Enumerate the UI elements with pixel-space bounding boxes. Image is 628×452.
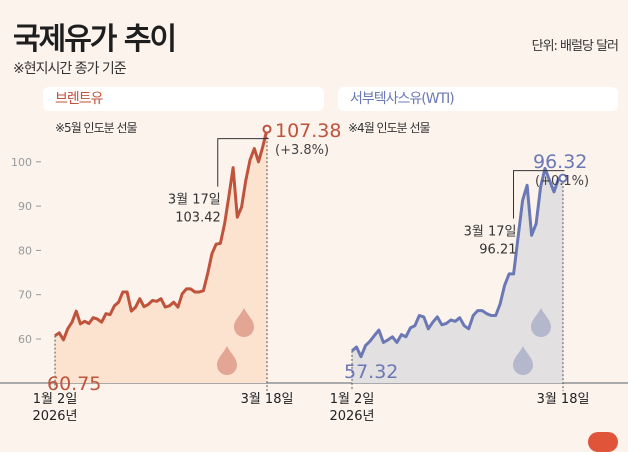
wti-callout-date: 3월 17일: [464, 225, 517, 240]
brent-callout-value: 103.42: [175, 211, 221, 226]
brent-callout-date: 3월 17일: [168, 193, 221, 208]
wti-x-end-date: 3월 18일: [537, 392, 590, 407]
wti-x-start-date: 1월 2일: [330, 392, 375, 407]
brent-x-end-date: 3월 18일: [241, 392, 294, 407]
brent-x-start-date: 1월 2일: [33, 392, 78, 407]
wti-area: [352, 168, 563, 383]
wti-callout-value: 96.21: [479, 243, 516, 258]
y-tick-label-70: 70: [18, 289, 32, 302]
y-tick-label-80: 80: [18, 244, 32, 257]
wti-end-change: (+0.1%): [535, 174, 589, 189]
brent-end-marker: [264, 126, 271, 133]
brent-end-value: 107.38: [275, 120, 341, 142]
badge-icon: [588, 432, 618, 452]
y-tick-label-100: 100: [11, 156, 32, 169]
brent-area: [55, 129, 267, 383]
y-tick-label-90: 90: [18, 200, 32, 213]
wti-start-value: 57.32: [344, 361, 398, 383]
wti-x-start-year: 2026년: [329, 409, 374, 424]
brent-x-start-year: 2026년: [32, 409, 77, 424]
brent-end-change: (+3.8%): [275, 143, 329, 158]
wti-end-value: 96.32: [533, 151, 587, 173]
y-tick-label-60: 60: [18, 333, 32, 346]
